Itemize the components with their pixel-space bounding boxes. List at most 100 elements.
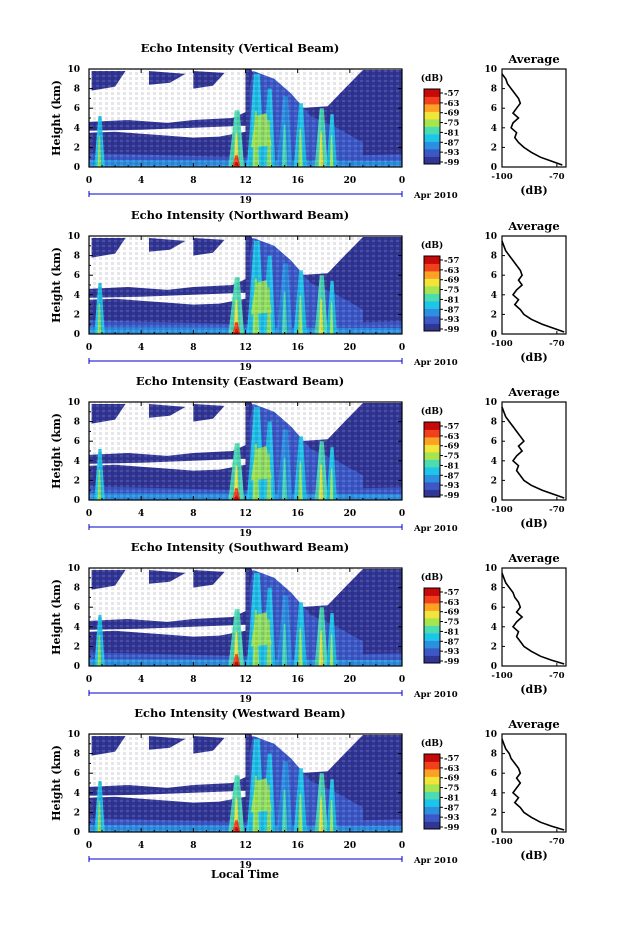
profile-ytick-1-5: 10 bbox=[484, 232, 497, 242]
colorbar-cell-3-5 bbox=[424, 618, 440, 626]
panel-3: Echo Intensity (Southward Beam) 0 2 4 6 8 10 He… bbox=[50, 540, 567, 705]
colorbar-label-2-2: -69 bbox=[444, 442, 459, 452]
profile-xlabel-4: (dB) bbox=[520, 849, 547, 862]
colorbar-cell-4-9 bbox=[424, 754, 440, 762]
colorbar-cell-0-2 bbox=[424, 141, 440, 150]
colorbar-label-4-7: -99 bbox=[444, 823, 459, 833]
ytick-label-4-4: 8 bbox=[74, 750, 80, 760]
profile-ytick-3-5: 10 bbox=[484, 564, 497, 574]
colorbar-label-3-5: -87 bbox=[444, 637, 459, 647]
xtick-label-1-6: 0 bbox=[399, 343, 405, 353]
profile-xlabel-0: (dB) bbox=[520, 184, 547, 197]
profile-ytick-0-3: 6 bbox=[491, 104, 497, 114]
profile-ytick-3-3: 6 bbox=[491, 603, 497, 613]
profile-ytick-4-4: 8 bbox=[491, 750, 497, 760]
colorbar-cell-0-7 bbox=[424, 104, 440, 112]
panel-title-0: Echo Intensity (Vertical Beam) bbox=[141, 41, 340, 55]
xtick-label-2-4: 16 bbox=[291, 509, 304, 519]
profile-ytick-1-0: 0 bbox=[491, 330, 497, 340]
profile-xtick-1-0: -100 bbox=[491, 339, 512, 349]
profile-ytick-1-1: 2 bbox=[491, 310, 497, 320]
colorbar-cell-4-6 bbox=[424, 776, 440, 785]
colorbar-label-0-4: -81 bbox=[444, 128, 459, 138]
xtick-label-2-1: 4 bbox=[138, 509, 144, 519]
colorbar-cell-0-5 bbox=[424, 119, 440, 127]
colorbar-unit-4: (dB) bbox=[421, 738, 443, 749]
profile-xlabel-1: (dB) bbox=[520, 351, 547, 364]
colorbar-label-4-2: -69 bbox=[444, 774, 459, 784]
colorbar-cell-1-4 bbox=[424, 293, 440, 302]
profile-xtick-0-1: -70 bbox=[549, 172, 564, 182]
colorbar-cell-4-2 bbox=[424, 806, 440, 815]
ytick-label-1-0: 0 bbox=[74, 330, 80, 340]
colorbar-cell-2-6 bbox=[424, 444, 440, 453]
colorbar-cell-3-1 bbox=[424, 648, 440, 656]
profile-ytick-4-2: 4 bbox=[491, 789, 497, 799]
colorbar-cell-0-8 bbox=[424, 96, 440, 105]
colorbar-cell-2-2 bbox=[424, 474, 440, 483]
xtick-label-3-5: 20 bbox=[344, 675, 357, 685]
profile-ytick-4-0: 0 bbox=[491, 828, 497, 838]
colorbar-cell-0-6 bbox=[424, 111, 440, 120]
profile-line-4 bbox=[501, 738, 565, 831]
panel-1: Echo Intensity (Northward Beam) 0 2 4 6 8 10 He… bbox=[50, 208, 567, 373]
colorbar-label-1-3: -75 bbox=[444, 286, 459, 296]
ytick-label-0-0: 0 bbox=[74, 163, 80, 173]
panel-title-3: Echo Intensity (Southward Beam) bbox=[131, 540, 349, 554]
colorbar-cell-0-3 bbox=[424, 134, 440, 142]
colorbar-cell-1-7 bbox=[424, 271, 440, 279]
ylabel-4: Height (km) bbox=[50, 745, 63, 821]
colorbar-cell-3-8 bbox=[424, 595, 440, 604]
profile-xtick-0-0: -100 bbox=[491, 172, 512, 182]
xtick-label-3-0: 0 bbox=[86, 675, 92, 685]
profile-line-3 bbox=[501, 572, 565, 665]
colorbar-frame-3 bbox=[423, 587, 441, 664]
ytick-label-4-1: 2 bbox=[74, 808, 80, 818]
colorbar-label-1-6: -93 bbox=[444, 315, 459, 325]
profile-xtick-1-1: -70 bbox=[549, 339, 564, 349]
colorbar-cell-0-4 bbox=[424, 126, 440, 135]
colorbar-cell-1-6 bbox=[424, 278, 440, 287]
colorbar-cell-2-4 bbox=[424, 459, 440, 468]
date-label-1: Apr 2010 bbox=[413, 358, 458, 368]
colorbar-label-4-5: -87 bbox=[444, 803, 459, 813]
ytick-label-1-1: 2 bbox=[74, 310, 80, 320]
ylabel-0: Height (km) bbox=[50, 80, 63, 156]
profile-title-3: Average bbox=[507, 551, 559, 565]
ytick-label-1-5: 10 bbox=[67, 232, 80, 242]
xtick-label-0-2: 8 bbox=[190, 176, 196, 186]
xtick-label-3-6: 0 bbox=[399, 675, 405, 685]
profile-ytick-1-2: 4 bbox=[491, 291, 497, 301]
profile-title-1: Average bbox=[507, 219, 559, 233]
day-label-4: 19 bbox=[239, 861, 252, 871]
ytick-label-3-4: 8 bbox=[74, 584, 80, 594]
profile-frame-2 bbox=[501, 401, 567, 501]
xtick-label-3-1: 4 bbox=[138, 675, 144, 685]
xtick-label-1-1: 4 bbox=[138, 343, 144, 353]
colorbar-cell-2-8 bbox=[424, 429, 440, 438]
profile-frame-3 bbox=[501, 567, 567, 667]
ytick-label-3-1: 2 bbox=[74, 642, 80, 652]
colorbar-label-3-1: -63 bbox=[444, 598, 459, 608]
profile-ytick-3-2: 4 bbox=[491, 623, 497, 633]
ytick-label-2-0: 0 bbox=[74, 496, 80, 506]
colorbar-cell-1-3 bbox=[424, 301, 440, 309]
colorbar-label-3-6: -93 bbox=[444, 647, 459, 657]
profile-title-0: Average bbox=[507, 52, 559, 66]
colorbar-unit-2: (dB) bbox=[421, 406, 443, 417]
ytick-label-0-5: 10 bbox=[67, 65, 80, 75]
profile-xtick-4-1: -70 bbox=[549, 837, 564, 847]
profile-line-2 bbox=[501, 406, 565, 499]
colorbar-label-2-6: -93 bbox=[444, 481, 459, 491]
colorbar-label-2-1: -63 bbox=[444, 432, 459, 442]
colorbar-label-1-1: -63 bbox=[444, 266, 459, 276]
colorbar-label-2-0: -57 bbox=[444, 422, 459, 432]
colorbar-unit-0: (dB) bbox=[421, 73, 443, 84]
profile-title-4: Average bbox=[507, 717, 559, 731]
x-axis-label: Local Time bbox=[211, 868, 279, 881]
colorbar-cell-1-5 bbox=[424, 286, 440, 294]
day-label-1: 19 bbox=[239, 363, 252, 373]
ytick-label-2-5: 10 bbox=[67, 398, 80, 408]
day-label-3: 19 bbox=[239, 695, 252, 705]
